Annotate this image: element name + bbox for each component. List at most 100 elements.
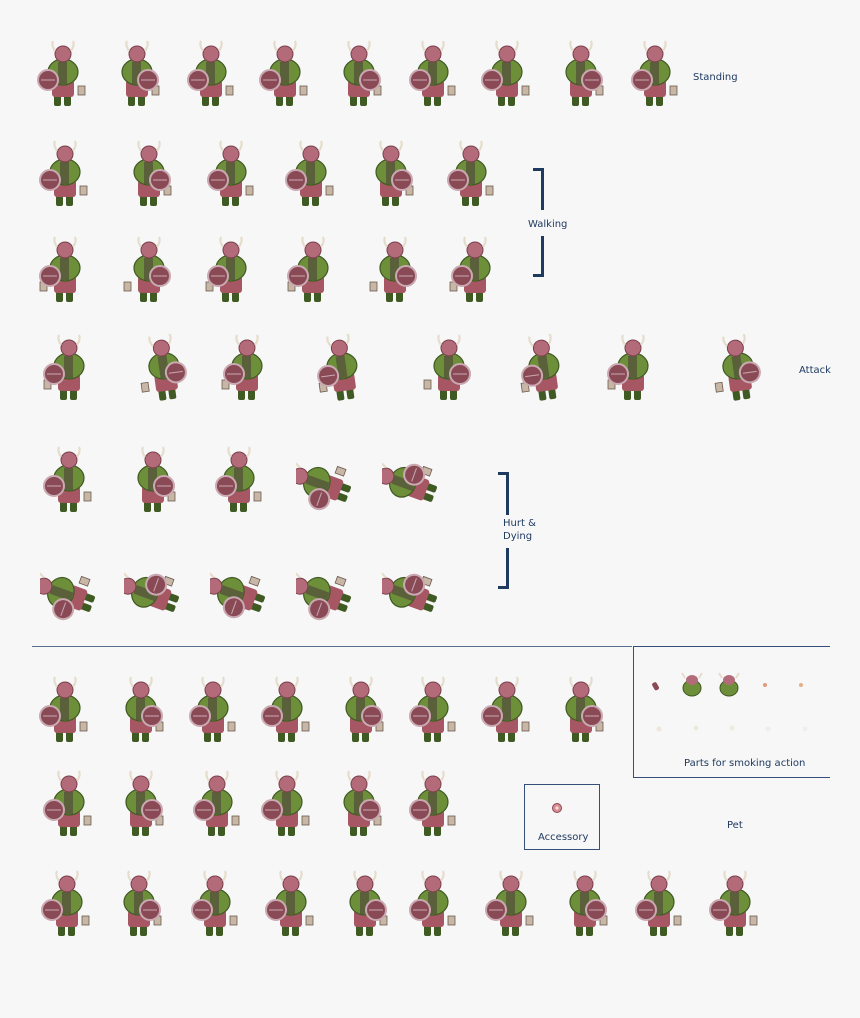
- orc-frame-attack-1: [420, 334, 476, 404]
- orc-sprite-icon: [43, 446, 92, 512]
- orc-frame-extra-3: [262, 870, 318, 940]
- orc-frame-hurt-2: [27, 556, 96, 626]
- orc-sprite-icon: [43, 334, 85, 400]
- orc-frame-extra-2: [404, 770, 460, 840]
- orc-sprite-icon: [449, 236, 491, 302]
- orc-sprite-icon: [265, 870, 314, 936]
- orc-sprite-icon: [133, 140, 172, 206]
- orc-frame-extra-2: [112, 770, 168, 840]
- orc-frame-walking-1: [202, 140, 258, 210]
- orc-frame-extra-3: [630, 870, 686, 940]
- orc-sprite-icon: [41, 870, 90, 936]
- orc-frame-standing: [330, 40, 386, 110]
- smoking-parts-box: [633, 646, 830, 778]
- orc-sprite-icon: [447, 140, 494, 206]
- orc-sprite-icon: [409, 870, 456, 936]
- orc-frame-extra-3: [186, 870, 242, 940]
- orc-sprite-icon: [369, 461, 437, 502]
- smoking-part-smoke-1: [656, 726, 662, 732]
- orc-frame-extra-1: [552, 676, 608, 746]
- orc-frame-walking-2: [284, 236, 340, 306]
- hurt-bracket-top: [498, 472, 509, 515]
- smoking-part-smoke-5: [802, 726, 808, 732]
- orc-frame-extra-3: [110, 870, 166, 940]
- orc-sprite-icon: [285, 140, 334, 206]
- orc-frame-attack-1: [40, 334, 96, 404]
- smoking-part-ember-2: [799, 683, 803, 687]
- orc-sprite-icon: [123, 236, 171, 302]
- orc-frame-hurt-1: [40, 446, 96, 516]
- orc-sprite-icon: [569, 870, 608, 936]
- attack-label: Attack: [799, 365, 831, 376]
- orc-frame-extra-1: [478, 676, 534, 746]
- orc-frame-walking-2: [36, 236, 92, 306]
- orc-sprite-icon: [635, 870, 682, 936]
- orc-sprite-icon: [485, 870, 534, 936]
- walking-bracket-top: [533, 168, 544, 210]
- orc-sprite-icon: [317, 333, 358, 401]
- orc-sprite-icon: [565, 676, 604, 742]
- smoking-part-smoke-4: [765, 726, 771, 732]
- section-divider: [32, 646, 632, 647]
- orc-sprite-icon: [423, 334, 471, 400]
- orc-sprite-icon: [343, 770, 382, 836]
- orc-frame-hurt-2: [197, 556, 266, 626]
- hurt-label-line1: Hurt &: [503, 518, 536, 529]
- smoking-parts-label: Parts for smoking action: [684, 758, 806, 769]
- orc-sprite-icon: [189, 676, 236, 742]
- accessory-box: [524, 784, 600, 850]
- orc-frame-extra-1: [404, 676, 460, 746]
- smoking-part-ember-1: [763, 683, 767, 687]
- smoking-part-pipe: [652, 682, 659, 691]
- orc-frame-standing: [34, 40, 90, 110]
- orc-frame-attack-1: [516, 333, 572, 404]
- orc-sprite-icon: [345, 676, 384, 742]
- orc-frame-extra-2: [330, 770, 386, 840]
- smoking-part-smoke-2: [693, 725, 699, 731]
- orc-sprite-icon: [481, 676, 530, 742]
- pet-label: Pet: [727, 820, 743, 831]
- orc-frame-standing: [108, 40, 164, 110]
- orc-frame-walking-2: [446, 236, 502, 306]
- orc-frame-extra-3: [556, 870, 612, 940]
- accessory-flower-icon: [552, 803, 562, 813]
- orc-sprite-icon: [121, 40, 160, 106]
- orc-frame-attack-1: [604, 334, 660, 404]
- orc-frame-extra-3: [706, 870, 762, 940]
- orc-frame-extra-3: [404, 870, 460, 940]
- orc-sprite-icon: [631, 40, 678, 106]
- orc-frame-extra-2: [188, 770, 244, 840]
- orc-frame-attack-1: [136, 333, 192, 404]
- orc-sprite-icon: [207, 140, 254, 206]
- orc-frame-attack-1: [218, 334, 274, 404]
- orc-sprite-icon: [125, 676, 164, 742]
- orc-sprite-icon: [409, 40, 456, 106]
- orc-sprite-icon: [215, 446, 262, 512]
- orc-sprite-icon: [39, 676, 88, 742]
- orc-frame-standing: [404, 40, 460, 110]
- orc-frame-attack-1: [314, 333, 370, 404]
- orc-sprite-icon: [37, 40, 86, 106]
- orc-sprite-icon: [259, 40, 308, 106]
- orc-sprite-icon: [43, 770, 92, 836]
- orc-sprite-icon: [714, 333, 761, 401]
- orc-frame-walking-2: [366, 236, 422, 306]
- orc-sprite-icon: [520, 333, 560, 401]
- orc-frame-extra-3: [482, 870, 538, 940]
- orc-frame-hurt-1: [283, 446, 352, 516]
- orc-sprite-icon: [261, 676, 310, 742]
- orc-sprite-icon: [409, 770, 456, 836]
- orc-frame-walking-1: [120, 140, 176, 210]
- orc-sprite-icon: [193, 770, 240, 836]
- orc-sprite-icon: [27, 571, 95, 621]
- orc-frame-extra-1: [258, 676, 314, 746]
- orc-sprite-icon: [369, 236, 417, 302]
- standing-label: Standing: [693, 72, 738, 83]
- orc-sprite-icon: [123, 870, 162, 936]
- orc-frame-extra-3: [336, 870, 392, 940]
- orc-frame-standing: [182, 40, 238, 110]
- orc-frame-hurt-2: [111, 556, 180, 626]
- orc-sprite-icon: [187, 40, 234, 106]
- orc-frame-extra-1: [332, 676, 388, 746]
- orc-frame-walking-1: [36, 140, 92, 210]
